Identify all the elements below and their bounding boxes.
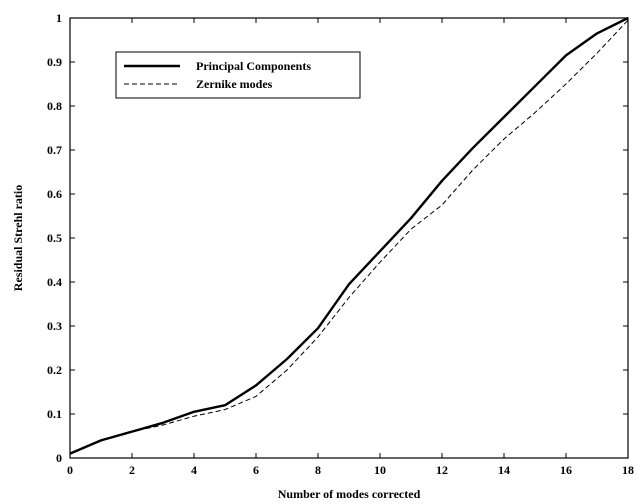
x-tick-label: 14 [498, 463, 510, 477]
x-tick-label: 8 [315, 463, 321, 477]
legend-label: Zernike modes [196, 77, 273, 91]
plot-area: 0 2 4 6 8 10 12 14 16 18 0 0.1 0.2 0.3 0.4 0.5 0.6 0.7 0.8… [47, 11, 634, 477]
series-layer [69, 16, 629, 455]
y-axis-title: Residual Strehl ratio [11, 185, 25, 291]
x-tick-label: 6 [253, 463, 259, 477]
y-tick-label: 1 [56, 11, 62, 25]
y-tick-label: 0.1 [47, 407, 62, 421]
y-tick-label: 0.3 [47, 319, 62, 333]
series-line-principal-components [69, 16, 629, 455]
x-tick-label: 12 [436, 463, 448, 477]
y-tick-label: 0.4 [47, 275, 62, 289]
y-tick-label: 0.7 [47, 143, 62, 157]
legend-box [115, 51, 361, 99]
y-tick-label: 0.8 [47, 99, 62, 113]
x-tick-label: 10 [374, 463, 386, 477]
x-tick-label: 0 [67, 463, 73, 477]
x-axis-title: Number of modes corrected [278, 487, 421, 501]
series-line-zernike-modes [69, 19, 629, 455]
x-tick-label: 2 [129, 463, 135, 477]
y-tick-label: 0.2 [47, 363, 62, 377]
y-tick-label: 0 [56, 451, 62, 465]
y-tick-label: 0.9 [47, 55, 62, 69]
legend-label: Principal Components [196, 59, 311, 73]
x-tick-label: 16 [560, 463, 572, 477]
x-tick-label: 4 [191, 463, 197, 477]
ticks-layer: 0 2 4 6 8 10 12 14 16 18 0 0.1 0.2 0.3 0.4 0.5 0.6 0.7 0.8… [47, 11, 634, 477]
x-tick-label: 18 [622, 463, 634, 477]
y-tick-label: 0.5 [47, 231, 62, 245]
y-tick-label: 0.6 [47, 187, 62, 201]
legend: Principal Components Zernike modes [115, 51, 361, 99]
